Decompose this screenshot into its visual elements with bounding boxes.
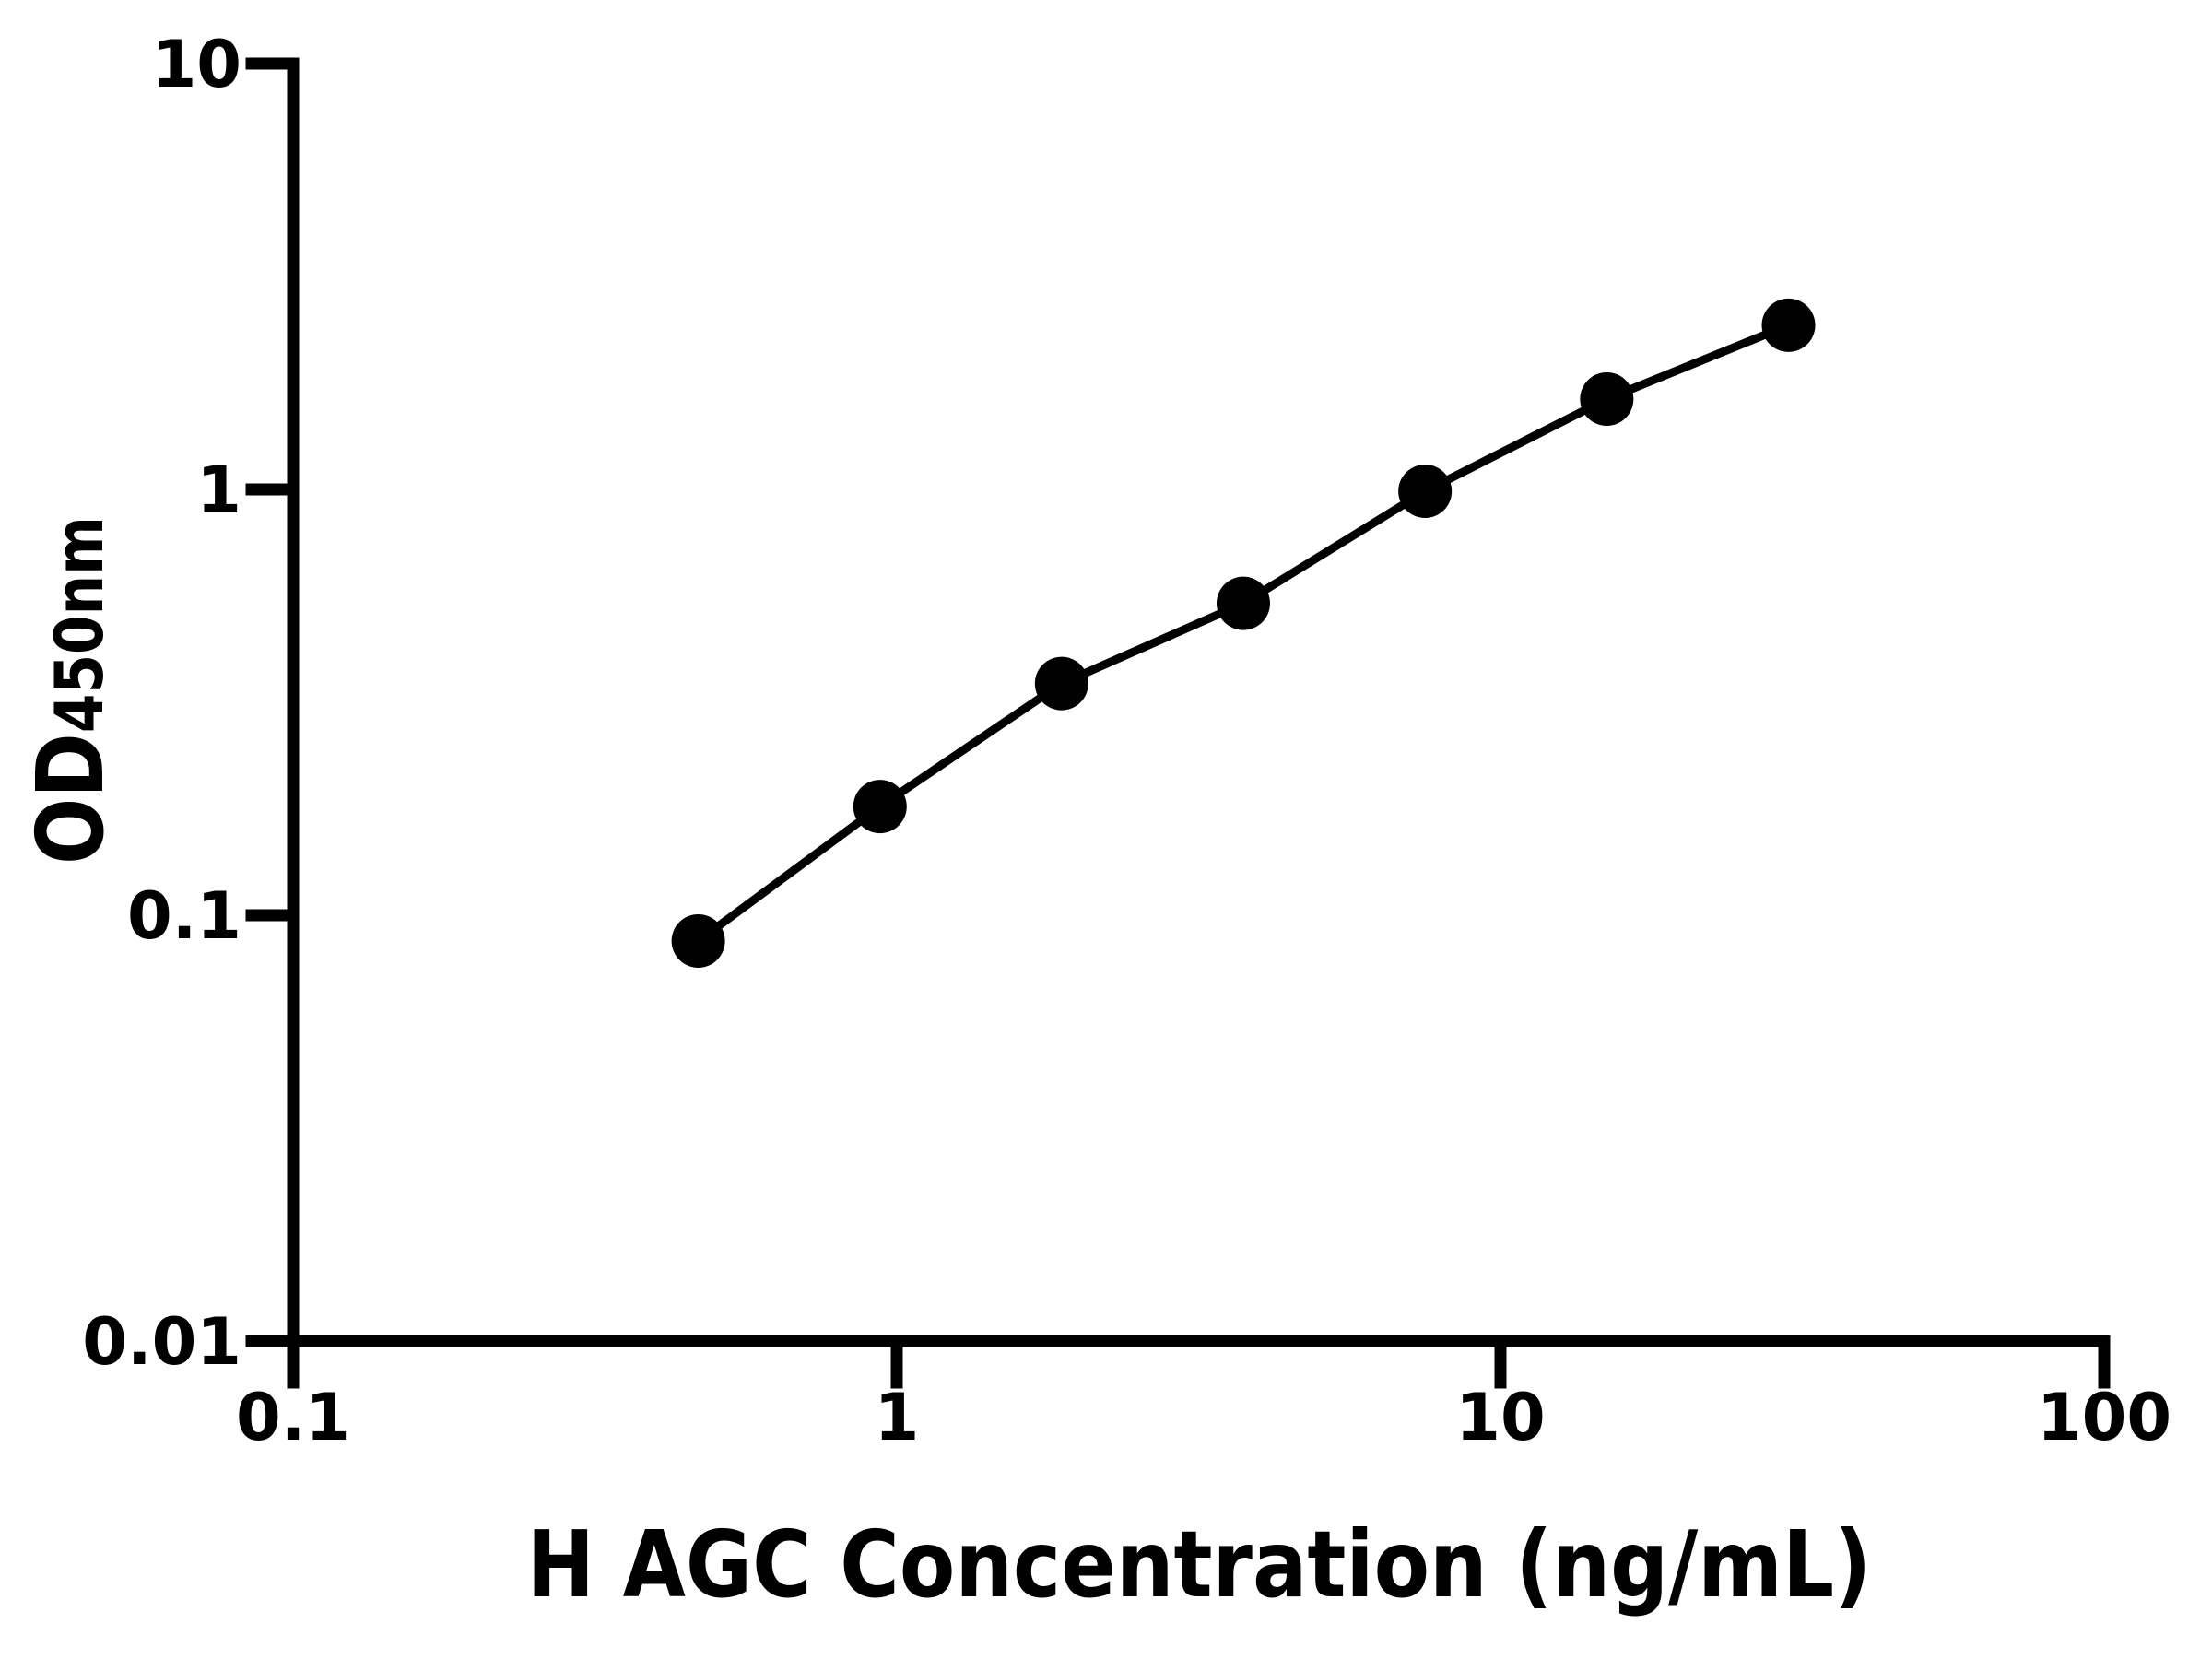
data-point xyxy=(853,780,907,834)
data-point xyxy=(1580,371,1634,426)
data-point xyxy=(1398,465,1453,519)
x-tick-label: 1 xyxy=(875,1380,920,1455)
x-tick-label: 100 xyxy=(2037,1380,2171,1455)
y-tick-label: 10 xyxy=(152,27,241,102)
x-axis-title-text: H AGC Concentration (ng/mL) xyxy=(526,1511,1872,1618)
y-axis-title-main: OD xyxy=(17,733,124,865)
x-tick-label: 0.1 xyxy=(236,1380,350,1455)
y-tick-label: 0.1 xyxy=(127,878,241,954)
data-point xyxy=(1034,656,1088,711)
y-tick-label: 0.01 xyxy=(82,1304,241,1380)
data-point xyxy=(1761,298,1816,352)
y-axis-title: OD450nm xyxy=(17,516,124,865)
y-axis-title-subscript: 450nm xyxy=(41,516,118,734)
data-point xyxy=(1216,576,1270,630)
y-tick-label: 1 xyxy=(196,453,241,528)
data-point xyxy=(671,913,725,968)
x-axis-title: H AGC Concentration (ng/mL) xyxy=(293,1519,2105,1611)
x-tick-label: 10 xyxy=(1455,1380,1545,1455)
